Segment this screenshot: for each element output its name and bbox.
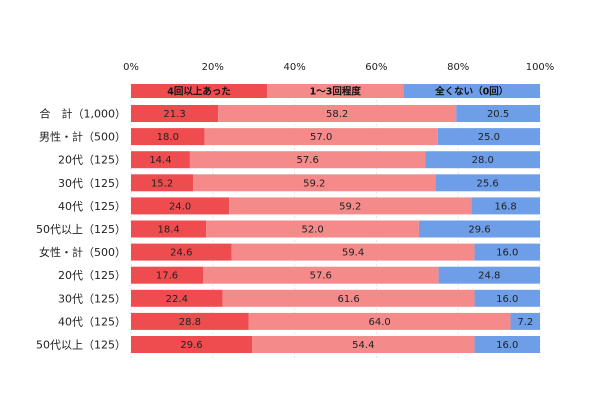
category-label: 30代（125）	[58, 177, 126, 190]
data-label: 54.4	[352, 340, 374, 351]
bar-segment-1	[131, 197, 230, 215]
bar-segment-3	[425, 151, 540, 169]
bar-segment-3	[437, 128, 540, 146]
data-label: 16.0	[496, 294, 518, 305]
bar-segment-1	[131, 312, 249, 330]
category-label: 合 計（1,000）	[40, 107, 127, 121]
data-label: 57.6	[297, 155, 319, 166]
data-label: 20.5	[487, 109, 509, 120]
data-label: 59.4	[342, 248, 364, 259]
x-tick-label: 40%	[283, 62, 305, 73]
category-label: 30代（125）	[58, 292, 126, 305]
data-label: 7.2	[517, 317, 533, 328]
bar-segment-1	[131, 266, 203, 284]
bar-segment-2	[218, 105, 457, 122]
legend-label-3: 全くない（0回）	[434, 86, 508, 98]
bar-segment-2	[252, 336, 475, 353]
data-label: 58.2	[326, 109, 348, 120]
legend-label-2: 1～3回程度	[310, 86, 362, 98]
x-tick-label: 0%	[123, 62, 139, 73]
bar-segment-2	[248, 312, 511, 330]
data-label: 57.6	[310, 271, 332, 282]
category-label: 20代（125）	[58, 154, 126, 167]
bar-segment-2	[202, 266, 439, 284]
category-label: 20代（125）	[58, 269, 126, 282]
bar-segment-2	[206, 220, 419, 238]
category-label: 40代（125）	[58, 200, 126, 213]
bar-segment-1	[131, 151, 190, 169]
bar-segment-1	[131, 174, 194, 192]
bar-segment-1	[131, 105, 219, 122]
category-label: 女性・計（500）	[39, 245, 126, 259]
bar-segment-2	[222, 289, 475, 307]
category-label: 40代（125）	[58, 315, 126, 328]
legend-label-1: 4回以上あった	[167, 86, 231, 98]
bar-segment-3	[474, 243, 540, 261]
bar-segment-3	[510, 312, 540, 330]
bar-segment-1	[131, 220, 207, 238]
bar-segment-3	[418, 220, 540, 238]
data-label: 16.0	[496, 340, 518, 351]
data-label: 24.0	[169, 201, 191, 212]
bar-segment-3	[474, 336, 540, 353]
data-label: 15.2	[151, 178, 173, 189]
legend-swatch-2	[267, 84, 404, 98]
bar-segment-3	[471, 197, 540, 215]
data-label: 28.8	[179, 317, 201, 328]
data-label: 18.4	[157, 225, 179, 236]
data-label: 24.6	[170, 248, 192, 259]
data-label: 61.6	[337, 294, 359, 305]
category-label: 50代以上（125）	[36, 339, 126, 352]
data-label: 25.6	[477, 178, 499, 189]
data-label: 57.0	[310, 132, 332, 143]
bar-segment-2	[189, 151, 426, 169]
data-label: 17.6	[156, 271, 178, 282]
data-label: 25.0	[478, 132, 500, 143]
bar-segment-2	[231, 243, 475, 261]
legend-swatch-3	[403, 84, 540, 98]
category-label: 男性・計（500）	[39, 130, 126, 144]
data-label: 52.0	[301, 225, 323, 236]
data-label: 59.2	[303, 178, 325, 189]
data-label: 29.6	[468, 225, 490, 236]
data-label: 18.0	[157, 132, 179, 143]
data-label: 29.6	[180, 340, 202, 351]
data-label: 24.8	[478, 271, 500, 282]
bar-segment-1	[131, 289, 223, 307]
data-label: 59.2	[339, 201, 361, 212]
data-label: 14.4	[149, 155, 171, 166]
bar-segment-3	[435, 174, 540, 192]
data-label: 64.0	[369, 317, 391, 328]
x-tick-label: 80%	[447, 62, 469, 73]
data-label: 28.0	[472, 155, 494, 166]
data-label: 21.3	[163, 109, 185, 120]
x-tick-label: 20%	[202, 62, 224, 73]
bar-segment-3	[438, 266, 540, 284]
bar-segment-1	[131, 128, 205, 146]
bar-segment-2	[193, 174, 436, 192]
data-label: 16.8	[495, 201, 517, 212]
bar-segment-3	[456, 105, 540, 122]
data-label: 16.0	[496, 248, 518, 259]
bar-segment-1	[131, 243, 232, 261]
legend-swatch-1	[131, 84, 268, 98]
data-label: 22.4	[166, 294, 188, 305]
bar-segment-3	[474, 289, 540, 307]
bar-segment-2	[229, 197, 472, 215]
x-tick-label: 100%	[526, 62, 555, 73]
bar-segment-1	[131, 336, 253, 353]
x-tick-label: 60%	[365, 62, 387, 73]
bar-segment-2	[204, 128, 438, 146]
category-label: 50代以上（125）	[36, 223, 126, 236]
